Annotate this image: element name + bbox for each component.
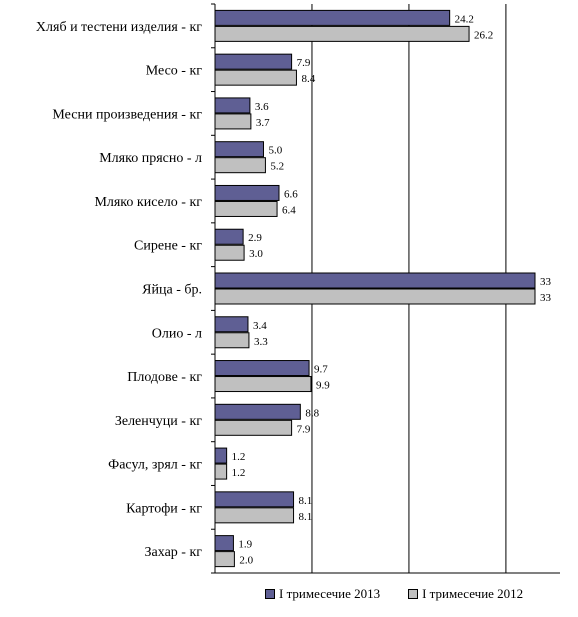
bar-2012 — [214, 463, 228, 480]
value-label-2012: 8.1 — [299, 511, 313, 523]
value-label-2013: 33 — [540, 276, 552, 288]
legend-item-2013: I тримесечие 2013 — [265, 586, 380, 602]
value-label-2013: 3.6 — [255, 101, 269, 113]
chart-legend: I тримесечие 2013 I тримесечие 2012 — [265, 586, 523, 602]
category-label: Хляб и тестени изделия - кг — [36, 20, 202, 35]
bar-2013 — [214, 228, 244, 245]
bar-2012 — [214, 69, 297, 86]
value-label-2012: 9.9 — [316, 380, 330, 392]
bar-2013 — [214, 447, 228, 464]
value-label-2013: 8.8 — [305, 407, 319, 419]
category-label: Сирене - кг — [134, 239, 202, 254]
value-label-2012: 7.9 — [297, 423, 311, 435]
bar-2013 — [214, 316, 249, 333]
bar-2013 — [214, 97, 251, 114]
value-label-2012: 6.4 — [282, 204, 296, 216]
category-label: Фасул, зрял - кг — [108, 458, 202, 473]
bar-2012 — [214, 332, 250, 349]
value-label-2013: 1.2 — [232, 451, 246, 463]
category-label: Зеленчуци - кг — [115, 414, 202, 429]
legend-swatch-2013 — [265, 589, 275, 599]
value-label-2013: 24.2 — [455, 13, 474, 25]
category-label: Мляко кисело - кг — [94, 195, 202, 210]
category-label: Мляко прясно - л — [99, 151, 202, 166]
value-label-2012: 3.0 — [249, 248, 263, 260]
legend-label-2012: I тримесечие 2012 — [422, 586, 524, 601]
value-label-2013: 2.9 — [248, 232, 262, 244]
legend-item-2012: I тримесечие 2012 — [408, 586, 523, 602]
category-label: Месо - кг — [146, 64, 203, 79]
bar-2012 — [214, 288, 536, 305]
bar-2012 — [214, 113, 252, 130]
bar-2012 — [214, 200, 278, 217]
value-label-2013: 9.7 — [314, 364, 328, 376]
bar-2013 — [214, 403, 301, 420]
bar-2013 — [214, 53, 293, 70]
value-label-2013: 1.9 — [238, 539, 252, 551]
value-label-2013: 7.9 — [297, 57, 311, 69]
category-label: Яйца - бр. — [142, 283, 202, 298]
bar-2013 — [214, 360, 310, 377]
bar-2013 — [214, 9, 451, 26]
category-label: Олио - л — [152, 326, 202, 341]
legend-label-2013: I тримесечие 2013 — [279, 586, 381, 601]
bar-2013 — [214, 272, 536, 289]
category-label: Месни произведения - кг — [52, 107, 202, 122]
value-label-2012: 8.4 — [301, 73, 315, 85]
value-label-2012: 3.7 — [256, 117, 270, 129]
category-label: Картофи - кг — [126, 501, 202, 516]
value-label-2013: 6.6 — [284, 188, 298, 200]
value-label-2012: 33 — [540, 292, 552, 304]
bar-2012 — [214, 376, 312, 393]
value-label-2013: 5.0 — [268, 145, 282, 157]
bar-2012 — [214, 507, 295, 524]
bar-2012 — [214, 244, 245, 261]
bar-2013 — [214, 184, 280, 201]
value-label-2012: 26.2 — [474, 29, 493, 41]
category-label: Захар - кг — [145, 545, 203, 560]
bar-2012 — [214, 551, 235, 568]
bar-2012 — [214, 157, 266, 174]
bar-2013 — [214, 491, 295, 508]
value-label-2012: 1.2 — [232, 467, 246, 479]
value-label-2013: 8.1 — [299, 495, 313, 507]
bar-2012 — [214, 25, 470, 42]
bar-2013 — [214, 535, 234, 552]
bar-2012 — [214, 419, 293, 436]
value-label-2012: 3.3 — [254, 336, 268, 348]
legend-swatch-2012 — [408, 589, 419, 599]
value-label-2012: 2.0 — [239, 555, 253, 567]
value-label-2012: 5.2 — [270, 161, 284, 173]
category-label: Плодове - кг — [127, 370, 202, 385]
value-label-2013: 3.4 — [253, 320, 267, 332]
bar-2013 — [214, 141, 264, 158]
